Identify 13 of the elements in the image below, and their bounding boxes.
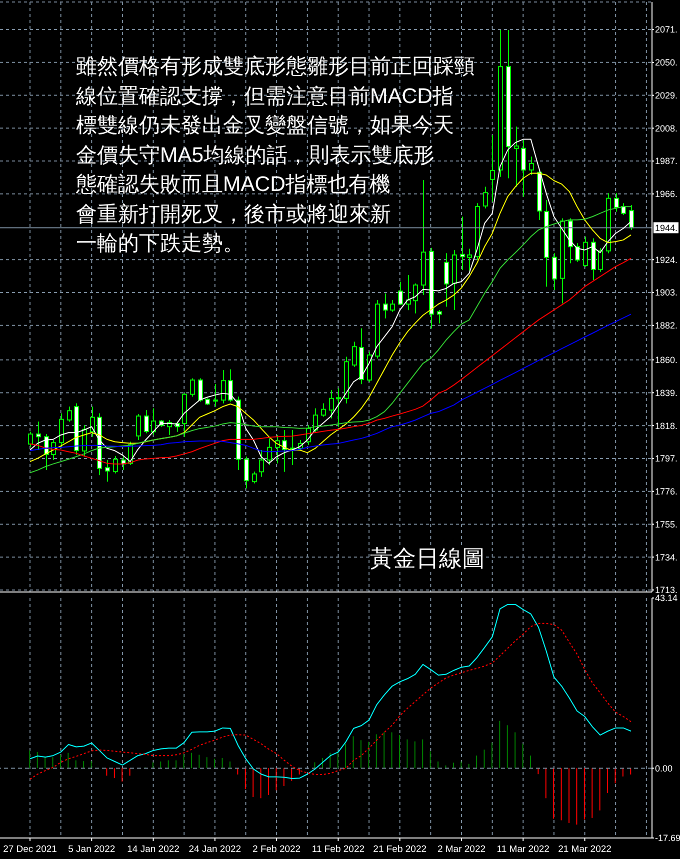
x-tick-label: 24 Jan 2022 [188, 844, 242, 855]
y-tick-label: 43.14 [655, 593, 678, 604]
x-tick-label: 14 Jan 2022 [127, 844, 180, 855]
x-tick-label: 5 Jan 2022 [68, 844, 116, 855]
x-tick-label: 21 Mar 2022 [558, 844, 612, 855]
y-tick-label: -17.69 [655, 833, 680, 844]
y-tick-label: 0.00 [655, 763, 673, 774]
x-tick-label: 2 Feb 2022 [252, 844, 301, 855]
x-tick-label: 11 Mar 2022 [496, 844, 550, 855]
x-tick-label: 11 Feb 2022 [312, 844, 365, 855]
x-tick-label: 21 Feb 2022 [373, 844, 427, 855]
x-tick-label: 2 Mar 2022 [437, 844, 486, 855]
x-tick-label: 27 Dec 2021 [3, 844, 57, 855]
